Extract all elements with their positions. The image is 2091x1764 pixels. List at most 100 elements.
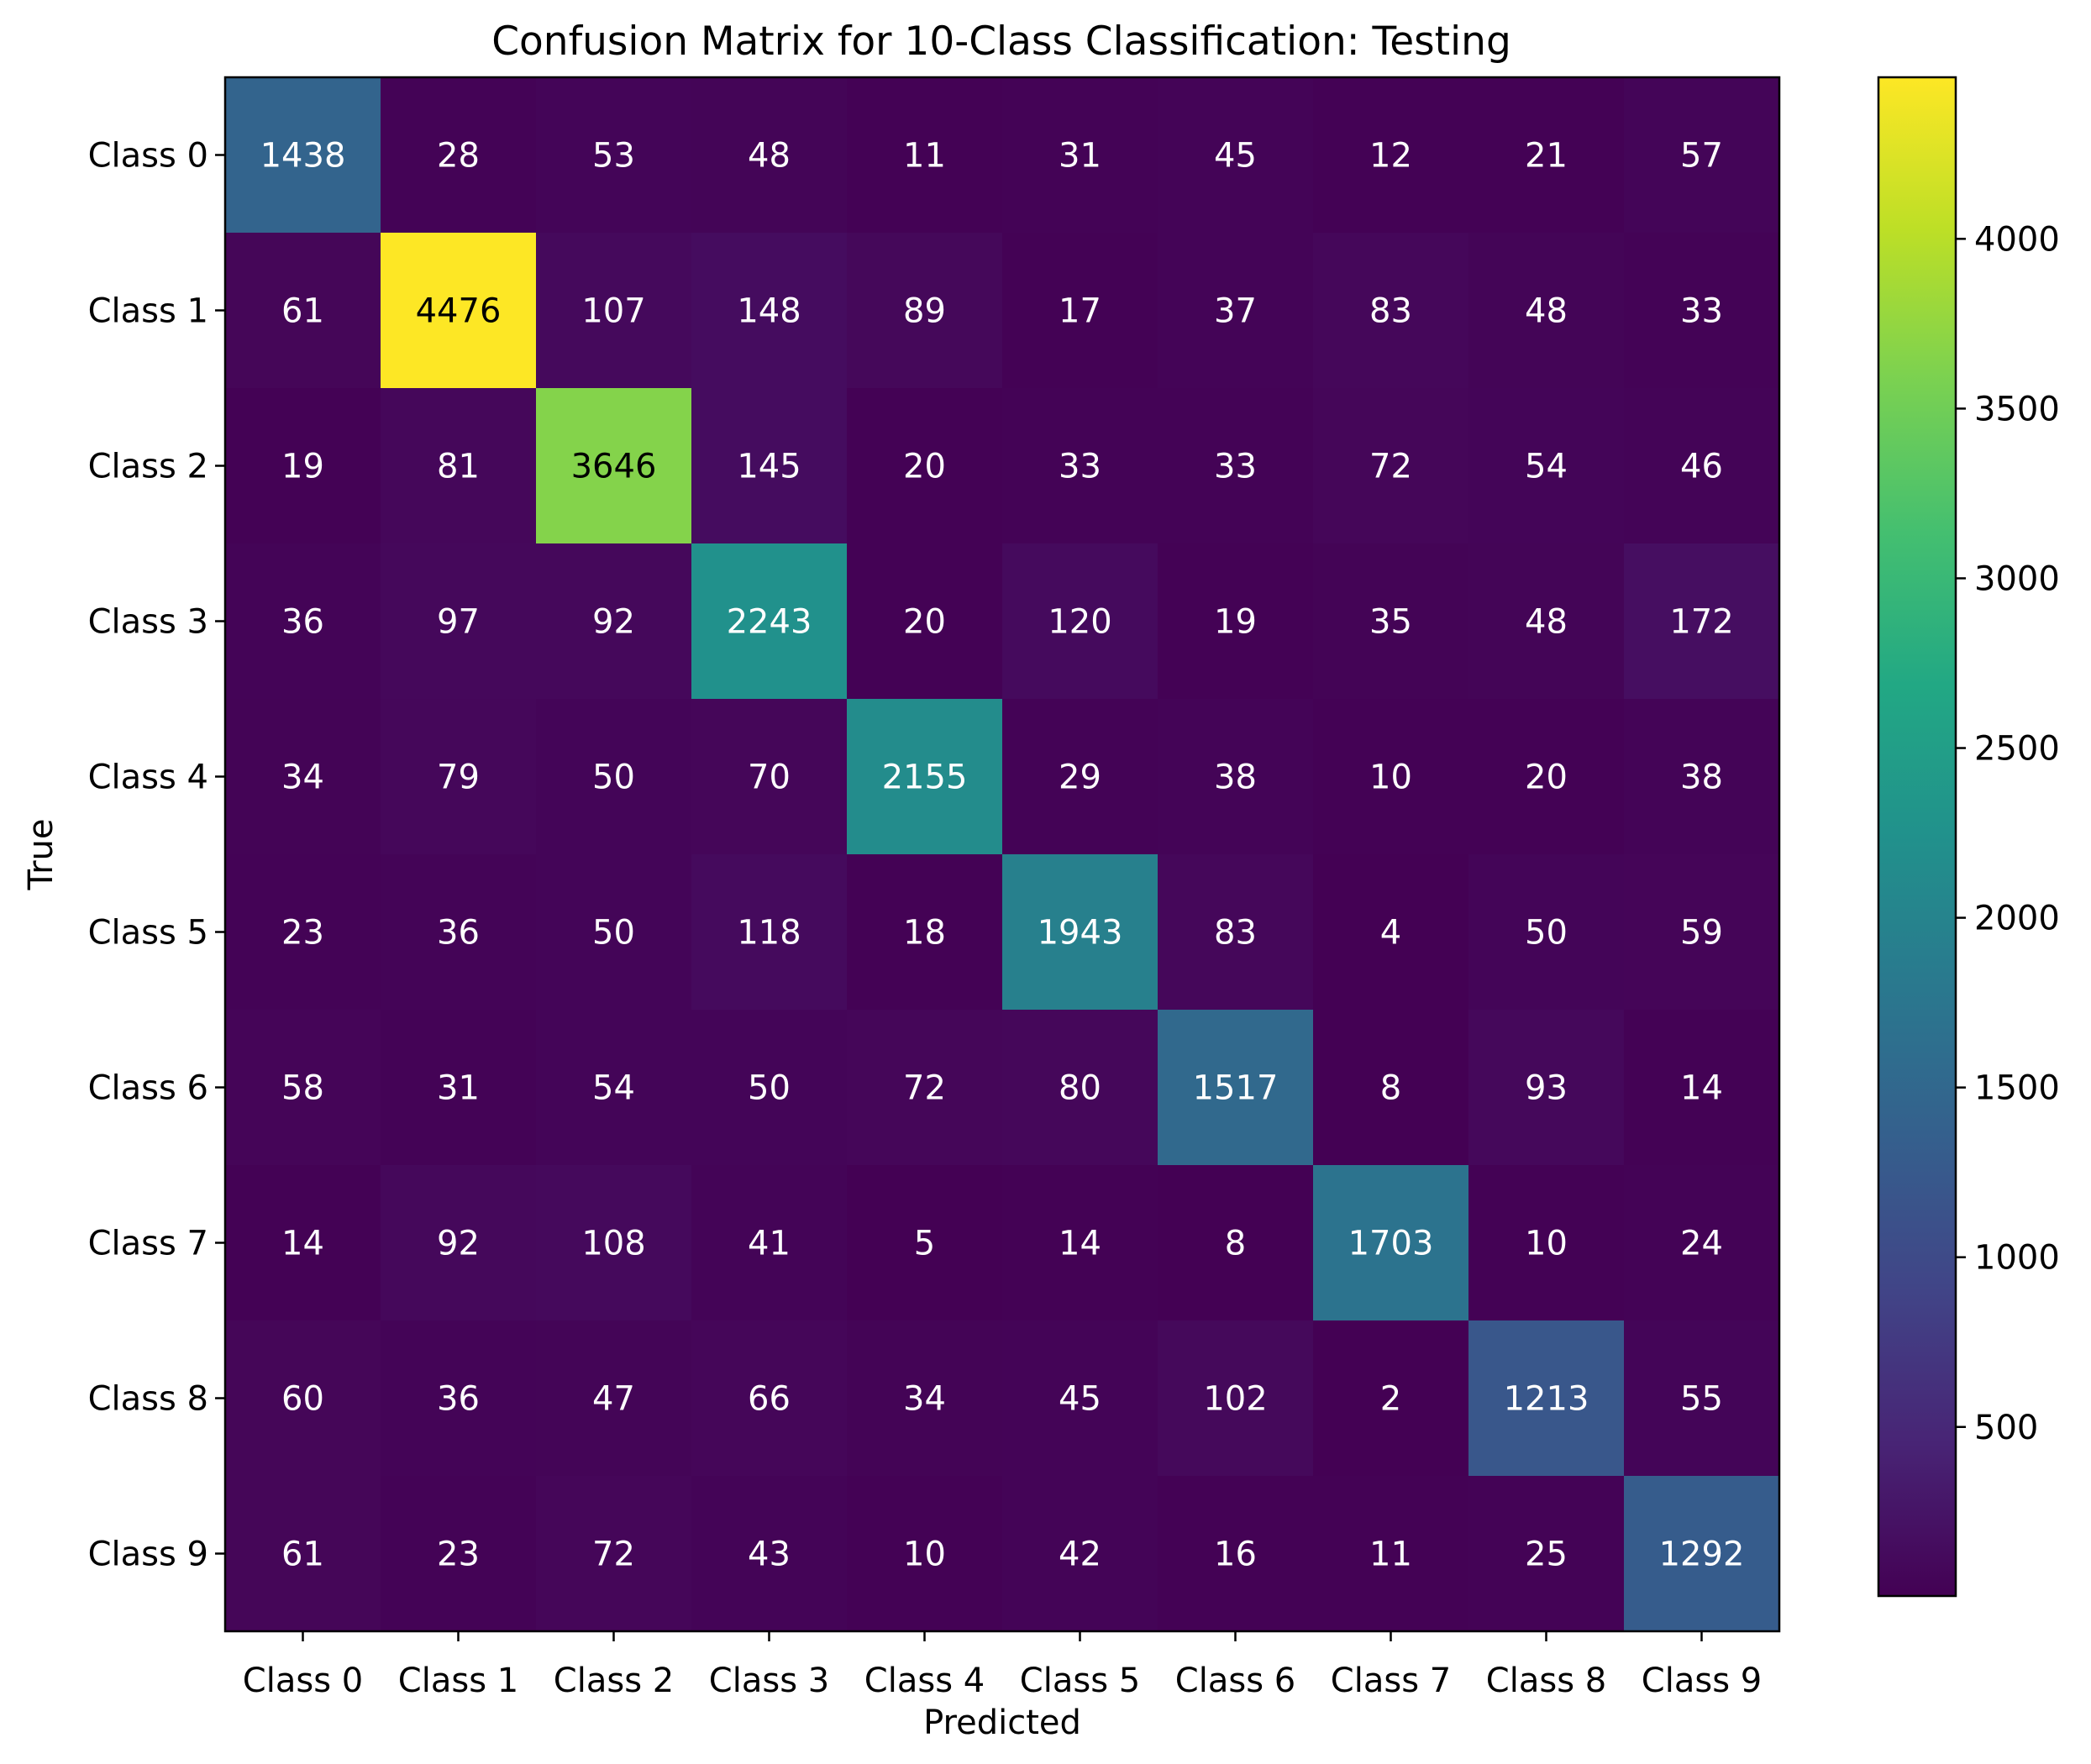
cell-value-r3-c4: 20 (903, 603, 946, 642)
heatmap-cell-r1-c2 (536, 233, 692, 389)
cell-value-r2-c6: 33 (1214, 448, 1257, 486)
heatmap-cell-r5-c0 (225, 854, 381, 1011)
heatmap-cell-r0-c2 (536, 77, 692, 234)
cell-value-r5-c8: 50 (1525, 914, 1568, 953)
heatmap-cell-r9-c2 (536, 1476, 692, 1632)
heatmap-cell-r5-c9 (1624, 854, 1780, 1011)
cell-value-r0-c2: 53 (592, 137, 635, 176)
heatmap-cells (225, 77, 1780, 1632)
cell-value-r0-c7: 12 (1369, 137, 1412, 176)
cell-value-r6-c8: 93 (1525, 1069, 1568, 1108)
cell-value-r9-c4: 10 (903, 1536, 946, 1574)
y-tick-label: Class 2 (88, 448, 208, 486)
heatmap-cell-r2-c0 (225, 388, 381, 544)
y-tick-label: Class 9 (88, 1536, 208, 1574)
cell-value-r1-c9: 33 (1680, 292, 1723, 331)
colorbar-frame (1877, 76, 1957, 1598)
cell-value-r0-c5: 31 (1059, 137, 1101, 176)
y-axis-label: True (22, 819, 60, 891)
cell-value-r2-c7: 72 (1369, 448, 1412, 486)
x-tick-label: Class 6 (1175, 1662, 1295, 1700)
cell-value-r5-c2: 50 (592, 914, 635, 953)
colorbar-ticks: 500 1000 1500 2000 2500 3000 3500 4000 (1956, 220, 2060, 1447)
cell-value-r0-c4: 11 (903, 137, 946, 176)
heatmap-cell-r4-c8 (1468, 699, 1625, 855)
heatmap-cell-r9-c5 (1002, 1476, 1158, 1632)
cell-value-r4-c4: 2155 (882, 759, 968, 797)
cell-value-r3-c5: 120 (1048, 603, 1111, 642)
cell-value-r2-c5: 33 (1059, 448, 1101, 486)
heatmap-cell-r3-c6 (1158, 543, 1314, 700)
cell-value-r9-c6: 16 (1214, 1536, 1257, 1574)
cell-value-r4-c7: 10 (1369, 759, 1412, 797)
y-tick-label: Class 6 (88, 1069, 208, 1108)
heatmap-cell-r0-c6 (1158, 77, 1314, 234)
heatmap-cell-r0-c3 (691, 77, 848, 234)
heatmap-cell-r9-c1 (381, 1476, 537, 1632)
heatmap-cell-r9-c6 (1158, 1476, 1314, 1632)
x-axis-label: Predicted (923, 1704, 1081, 1742)
cell-value-r8-c6: 102 (1203, 1380, 1267, 1419)
cell-value-r0-c0: 1438 (260, 137, 346, 176)
heatmap-cell-r2-c3 (691, 388, 848, 544)
colorbar-tick-label: 2500 (1974, 730, 2060, 769)
colorbar: 500 1000 1500 2000 2500 3000 3500 4000 (1877, 76, 2060, 1598)
x-tick-label: Class 0 (243, 1662, 363, 1700)
heatmap-cell-r3-c9 (1624, 543, 1780, 700)
cell-value-r6-c5: 80 (1059, 1069, 1101, 1108)
cell-value-r3-c1: 97 (437, 603, 480, 642)
colorbar-tick-label: 4000 (1974, 220, 2060, 259)
heatmap-cell-r0-c1 (381, 77, 537, 234)
heatmap-cell-r8-c0 (225, 1320, 381, 1477)
cell-value-r9-c7: 11 (1369, 1536, 1412, 1574)
cell-value-r6-c9: 14 (1680, 1069, 1723, 1108)
heatmap-cell-r6-c8 (1468, 1010, 1625, 1166)
cell-value-r3-c7: 35 (1369, 603, 1412, 642)
cell-value-r0-c3: 48 (748, 137, 791, 176)
heatmap-cell-r4-c1 (381, 699, 537, 855)
heatmap-cell-r7-c5 (1002, 1165, 1158, 1321)
x-tick-label: Class 7 (1331, 1662, 1451, 1700)
cell-value-r7-c3: 41 (748, 1225, 791, 1263)
cell-value-r3-c2: 92 (592, 603, 635, 642)
heatmap-cell-r1-c9 (1624, 233, 1780, 389)
x-tick-label: Class 1 (398, 1662, 518, 1700)
heatmap-cell-r9-c4 (847, 1476, 1003, 1632)
cell-value-r3-c3: 2243 (727, 603, 812, 642)
heatmap-cell-r1-c3 (691, 233, 848, 389)
cell-value-r9-c5: 42 (1059, 1536, 1101, 1574)
heatmap-cell-r2-c6 (1158, 388, 1314, 544)
cell-value-r4-c6: 38 (1214, 759, 1257, 797)
heatmap-cell-r3-c0 (225, 543, 381, 700)
heatmap-cell-r7-c6 (1158, 1165, 1314, 1321)
heatmap-cell-r0-c4 (847, 77, 1003, 234)
x-tick-label: Class 9 (1642, 1662, 1762, 1700)
cell-value-r5-c0: 23 (281, 914, 324, 953)
heatmap-cell-r1-c1 (381, 233, 537, 389)
cell-value-r2-c9: 46 (1680, 448, 1723, 486)
cell-value-r4-c8: 20 (1525, 759, 1568, 797)
cell-value-r6-c2: 54 (592, 1069, 635, 1108)
cell-value-r7-c7: 1703 (1348, 1225, 1434, 1263)
cell-value-r6-c1: 31 (437, 1069, 480, 1108)
cell-value-r1-c6: 37 (1214, 292, 1257, 331)
chart-title: Confusion Matrix for 10-Class Classifica… (491, 18, 1511, 65)
cell-value-r7-c6: 8 (1225, 1225, 1246, 1263)
heatmap-cell-r7-c8 (1468, 1165, 1625, 1321)
heatmap-cell-r7-c7 (1313, 1165, 1469, 1321)
cell-value-r2-c1: 81 (437, 448, 480, 486)
heatmap-cell-r5-c3 (691, 854, 848, 1011)
colorbar-gradient (1878, 77, 1956, 1596)
y-tick-label: Class 8 (88, 1380, 208, 1419)
heatmap-cell-r6-c1 (381, 1010, 537, 1166)
heatmap-cell-r3-c7 (1313, 543, 1469, 700)
cell-value-r9-c3: 43 (748, 1536, 791, 1574)
x-axis: Class 0 Class 1 Class 2 Class 3 Class 4 Class… (243, 1631, 1762, 1700)
cell-value-r8-c0: 60 (281, 1380, 324, 1419)
heatmap-cell-r0-c9 (1624, 77, 1780, 234)
cell-value-r4-c1: 79 (437, 759, 480, 797)
y-tick-label: Class 3 (88, 603, 208, 642)
cell-value-r1-c0: 61 (281, 292, 324, 331)
